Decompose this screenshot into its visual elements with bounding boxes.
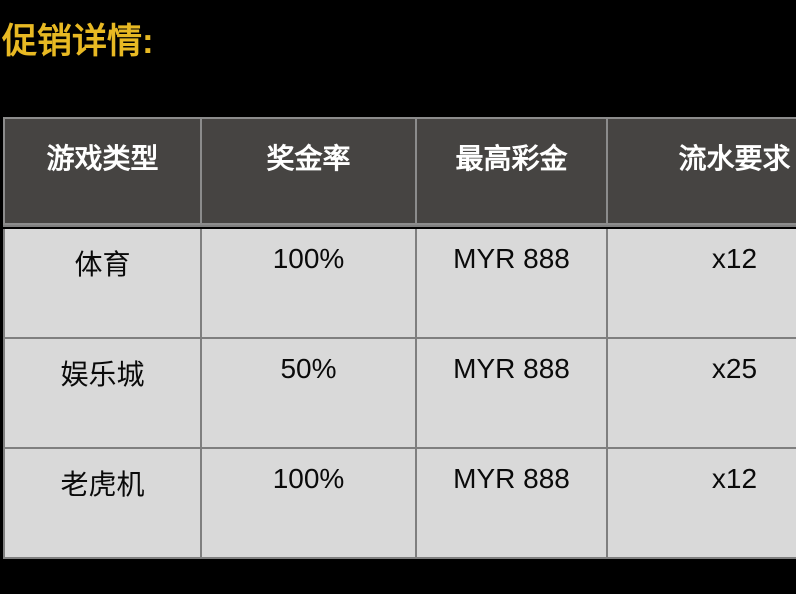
spacer-cell <box>606 225 796 229</box>
cell-turnover: x25 <box>606 339 796 449</box>
column-header-game-type: 游戏类型 <box>3 117 200 225</box>
column-header-turnover-requirement: 流水要求 <box>606 117 796 225</box>
promotion-details-table-container: 游戏类型 奖金率 最高彩金 流水要求 体育 100% MYR 888 x12 娱… <box>3 117 796 559</box>
spacer-cell <box>3 225 200 229</box>
cell-bonus-rate: 100% <box>200 229 415 339</box>
column-header-bonus-rate: 奖金率 <box>200 117 415 225</box>
cell-bonus-rate: 100% <box>200 449 415 559</box>
cell-game-type: 娱乐城 <box>3 339 200 449</box>
cell-turnover: x12 <box>606 449 796 559</box>
spacer-cell <box>415 225 606 229</box>
cell-game-type: 体育 <box>3 229 200 339</box>
cell-max-bonus: MYR 888 <box>415 229 606 339</box>
spacer-cell <box>200 225 415 229</box>
header-body-spacer <box>3 225 796 229</box>
cell-bonus-rate: 50% <box>200 339 415 449</box>
promotion-details-table: 游戏类型 奖金率 最高彩金 流水要求 体育 100% MYR 888 x12 娱… <box>3 117 796 559</box>
table-header: 游戏类型 奖金率 最高彩金 流水要求 <box>3 117 796 225</box>
page-title: 促销详情: <box>2 22 154 61</box>
table-row: 老虎机 100% MYR 888 x12 <box>3 449 796 559</box>
table-row: 娱乐城 50% MYR 888 x25 <box>3 339 796 449</box>
cell-max-bonus: MYR 888 <box>415 449 606 559</box>
table-row: 体育 100% MYR 888 x12 <box>3 229 796 339</box>
cell-turnover: x12 <box>606 229 796 339</box>
column-header-max-bonus: 最高彩金 <box>415 117 606 225</box>
table-body: 体育 100% MYR 888 x12 娱乐城 50% MYR 888 x25 … <box>3 225 796 559</box>
table-header-row: 游戏类型 奖金率 最高彩金 流水要求 <box>3 117 796 225</box>
cell-game-type: 老虎机 <box>3 449 200 559</box>
cell-max-bonus: MYR 888 <box>415 339 606 449</box>
